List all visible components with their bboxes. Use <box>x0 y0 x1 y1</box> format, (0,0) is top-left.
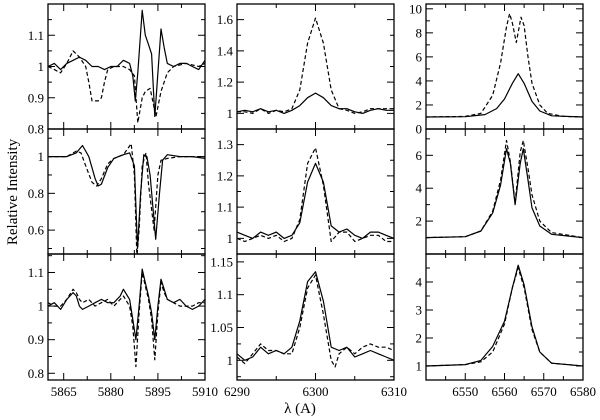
y-tick-label: 0.8 <box>28 122 44 137</box>
panels: 0.8 0.9 1 1.1 0.6 0.8 1 0.8 0.9 1 1.1 5865 5880 5895 5… <box>28 1 596 399</box>
series-line-dashed <box>237 17 394 114</box>
series-line-solid <box>237 271 394 361</box>
y-tick-label: 2 <box>416 97 423 112</box>
series-line-solid <box>237 162 394 239</box>
y-tick-label: 2 <box>416 331 423 346</box>
y-tick-label: 4 <box>416 181 423 196</box>
y-tick-label: 1.15 <box>210 254 233 269</box>
y-tick-label: 0.6 <box>28 223 45 238</box>
series-line-solid <box>48 144 205 250</box>
y-tick-label: 4 <box>416 73 423 88</box>
panel-r1-c1: 1 1.1 1.2 1.3 <box>217 128 395 255</box>
y-tick-label: 1 <box>38 59 45 74</box>
y-tick-label: 3 <box>416 303 423 318</box>
y-tick-label: 2 <box>416 214 423 229</box>
panel-r1-c2: 2 4 6 <box>416 128 584 255</box>
panel-frame <box>236 253 395 381</box>
y-tick-label: 1.2 <box>217 168 233 183</box>
panel-r2-c0: 0.8 0.9 1 1.1 5865 5880 5895 5910 <box>28 253 218 399</box>
y-tick-label: 0.8 <box>28 186 44 201</box>
x-tick-label: 6290 <box>224 384 250 399</box>
y-tick-label: 1 <box>227 106 234 121</box>
y-tick-label: 0.8 <box>28 366 44 381</box>
x-tick-label: 6550 <box>452 384 478 399</box>
panel-r1-c0: 0.6 0.8 1 <box>28 128 206 255</box>
panel-frame <box>47 128 206 255</box>
y-tick-label: 0 <box>416 122 423 137</box>
series-line-dashed <box>237 147 394 243</box>
panel-r2-c2: 1 2 3 4 6550 6560 6570 6580 <box>416 253 596 399</box>
y-tick-label: 10 <box>409 1 422 16</box>
y-tick-label: 1.1 <box>217 200 233 215</box>
series-line-dashed <box>48 271 205 368</box>
y-tick-label: 1.3 <box>217 137 233 152</box>
y-tick-label: 1 <box>38 149 45 164</box>
y-tick-label: 1 <box>38 299 45 314</box>
series-line-solid <box>48 9 205 118</box>
x-tick-label: 5880 <box>98 384 124 399</box>
series-line-dashed <box>237 274 394 368</box>
x-axis-label: λ (A) <box>284 401 316 417</box>
y-tick-label: 0.9 <box>28 332 44 347</box>
series-line-solid <box>237 92 394 114</box>
y-tick-label: 1 <box>416 359 423 374</box>
y-tick-label: 1.05 <box>210 320 233 335</box>
series-line-dashed <box>48 143 205 254</box>
series-line-dashed <box>48 50 205 124</box>
y-tick-label: 1.1 <box>28 265 44 280</box>
y-tick-label: 8 <box>416 25 423 40</box>
series-line-dashed <box>426 13 583 118</box>
y-tick-label: 4 <box>416 275 423 290</box>
series-line-dashed <box>426 139 583 239</box>
panel-frame <box>47 253 206 381</box>
y-tick-label: 6 <box>416 148 423 163</box>
x-tick-label: 5910 <box>192 384 218 399</box>
panel-r0-c1: 1 1.2 1.4 1.6 <box>217 3 395 130</box>
x-tick-label: 5865 <box>51 384 77 399</box>
series-line-solid <box>426 148 583 239</box>
x-tick-label: 6580 <box>570 384 596 399</box>
y-tick-label: 1 <box>227 231 234 246</box>
y-axis-label: Relative Intensity <box>5 138 21 245</box>
y-tick-label: 1.1 <box>28 28 44 43</box>
x-tick-label: 6310 <box>381 384 407 399</box>
y-tick-label: 1.2 <box>217 75 233 90</box>
panel-frame <box>425 3 584 130</box>
y-tick-label: 1.1 <box>217 287 233 302</box>
panel-frame <box>47 3 206 130</box>
x-tick-label: 6570 <box>531 384 557 399</box>
panel-r0-c0: 0.8 0.9 1 1.1 <box>28 3 206 137</box>
y-tick-label: 1.6 <box>217 12 234 27</box>
series-line-solid <box>426 73 583 118</box>
panel-frame <box>425 253 584 381</box>
y-tick-label: 6 <box>416 49 423 64</box>
series-line-solid <box>426 264 583 367</box>
series-line-dashed <box>426 267 583 367</box>
x-tick-label: 6560 <box>492 384 518 399</box>
series-line-solid <box>48 268 205 341</box>
panel-r2-c1: 1 1.05 1.1 1.15 6290 6300 6310 <box>210 253 407 399</box>
y-tick-label: 1 <box>227 353 234 368</box>
x-tick-label: 6300 <box>303 384 329 399</box>
y-tick-label: 1.4 <box>217 43 234 58</box>
x-tick-label: 5895 <box>145 384 171 399</box>
y-tick-label: 0.9 <box>28 90 44 105</box>
panel-r0-c2: 0 2 4 6 8 10 <box>409 1 584 137</box>
